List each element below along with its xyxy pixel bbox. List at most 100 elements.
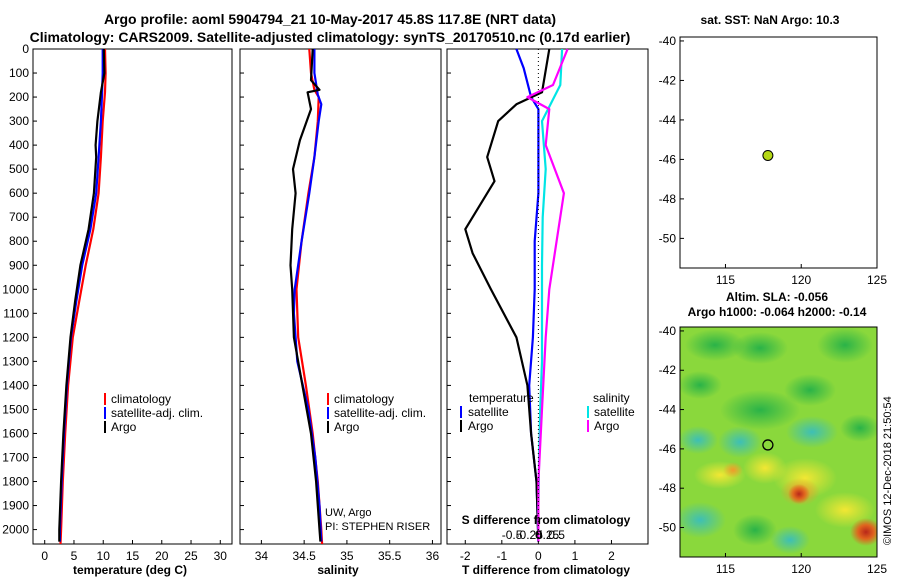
legend-label-t-satellite: satellite	[468, 405, 509, 419]
legend-label-climatology: climatology	[334, 392, 394, 406]
x-tick-label: 15	[126, 549, 140, 563]
difference-legend: temperature satellite Argo salinity sate…	[460, 391, 635, 433]
s-diff-tick-label: -0.25	[516, 528, 544, 542]
x-tick-label: 34	[255, 549, 269, 563]
x-tick-label: 25	[184, 549, 198, 563]
temperature-axis-label: temperature (deg C)	[73, 563, 187, 577]
map-y-tick-label: -42	[659, 363, 677, 377]
depth-tick-label: 1100	[3, 306, 29, 320]
depth-tick-label: 1400	[2, 378, 29, 392]
salinity-panel-frame	[239, 48, 442, 545]
map-y-tick-label: -46	[659, 442, 677, 456]
depth-tick-label: 1900	[2, 499, 29, 513]
s-diff-tick-label: 0.25	[536, 528, 560, 542]
x-tick-label: 34.5	[292, 549, 316, 563]
map-y-tick-label: -40	[659, 324, 677, 338]
legend-heading-temperature: temperature	[469, 391, 534, 405]
map-x-tick-label: 115	[716, 273, 735, 287]
series-line-salinity-satellite	[537, 48, 564, 542]
title-line-2: Climatology: CARS2009. Satellite-adjuste…	[29, 29, 631, 45]
legend-heading-salinity: salinity	[593, 391, 630, 405]
depth-tick-label: 600	[9, 186, 29, 200]
legend-label-argo: Argo	[111, 420, 137, 434]
sla-map-title-1: Altim. SLA: -0.056	[726, 290, 828, 304]
depth-tick-label: 400	[9, 138, 29, 152]
map-y-tick-label: -44	[659, 403, 677, 417]
depth-tick-label: 1600	[2, 426, 29, 440]
map-x-tick-label: 115	[716, 562, 735, 576]
pi-annotation: PI: STEPHEN RISER	[325, 521, 430, 533]
map-x-tick-label: 125	[867, 562, 887, 576]
sst-map-frame	[679, 36, 878, 269]
map-y-tick-label: -46	[659, 152, 677, 166]
map-y-tick-label: -44	[659, 113, 677, 127]
series-line-satellite-adj-clim-	[292, 49, 323, 542]
sst-map-title: sat. SST: NaN Argo: 10.3	[701, 13, 840, 27]
depth-tick-label: 700	[9, 210, 29, 224]
x-tick-label: 5	[71, 549, 78, 563]
depth-tick-label: 1500	[2, 402, 29, 416]
depth-tick-label: 1700	[2, 450, 29, 464]
data-source-annotation: UW, Argo	[325, 507, 371, 519]
s-diff-tick-label: -0.5	[502, 528, 523, 542]
series-line-salinity-argo	[526, 48, 569, 542]
legend-label-argo: Argo	[334, 420, 360, 434]
map-y-tick-label: -50	[659, 231, 677, 245]
legend-label-s-argo: Argo	[594, 419, 620, 433]
map-y-tick-label: -48	[659, 481, 677, 495]
sla-heatmap	[680, 327, 877, 557]
salinity-axis-label: salinity	[317, 563, 359, 577]
x-tick-label: 10	[97, 549, 111, 563]
x-tick-label: 35	[340, 549, 354, 563]
temperature-legend: climatology satellite-adj. clim. Argo	[104, 392, 203, 434]
difference-panel-frame	[446, 48, 649, 545]
map-y-tick-label: -40	[659, 34, 677, 48]
x-tick-label: 35.5	[378, 549, 402, 563]
title-line-1: Argo profile: aoml 5904794_21 10-May-201…	[103, 11, 557, 27]
map-y-tick-label: -48	[659, 192, 677, 206]
legend-label-climatology: climatology	[111, 392, 171, 406]
depth-tick-label: 0	[22, 42, 29, 56]
x-tick-label: 2	[608, 549, 615, 563]
legend-label-s-satellite: satellite	[594, 405, 635, 419]
depth-tick-label: 900	[9, 258, 29, 272]
depth-tick-label: 1800	[2, 475, 29, 489]
map-x-tick-label: 120	[791, 273, 811, 287]
depth-tick-label: 1200	[2, 330, 29, 344]
sla-map-frame	[679, 326, 878, 558]
map-y-tick-label: -50	[659, 521, 677, 535]
salinity-legend: climatology satellite-adj. clim. Argo UW…	[325, 392, 430, 533]
s-diff-tick-label: 0	[535, 528, 542, 542]
series-line-argo	[58, 48, 106, 542]
depth-tick-label: 1300	[2, 354, 29, 368]
depth-tick-label: 300	[9, 114, 29, 128]
depth-tick-label: 2000	[2, 523, 29, 537]
legend-label-satellite: satellite-adj. clim.	[111, 406, 203, 420]
sla-map-title-2: Argo h1000: -0.064 h2000: -0.14	[688, 305, 867, 319]
x-tick-label: 0	[535, 549, 542, 563]
series-line-temperature-argo	[464, 48, 551, 542]
depth-tick-label: 100	[9, 66, 29, 80]
argo-location-marker	[762, 149, 774, 161]
series-line-argo	[289, 48, 322, 542]
x-tick-label: 1	[572, 549, 579, 563]
depth-tick-label: 500	[9, 162, 29, 176]
map-y-tick-label: -42	[659, 73, 677, 87]
t-difference-axis-label: T difference from climatology	[462, 563, 630, 577]
x-tick-label: 20	[155, 549, 169, 563]
x-tick-label: -1	[496, 549, 507, 563]
imos-watermark: ©IMOS 12-Dec-2018 21:50:54	[882, 396, 894, 545]
argo-location-marker	[762, 439, 774, 451]
legend-label-t-argo: Argo	[468, 419, 494, 433]
x-tick-label: 36	[426, 549, 440, 563]
x-tick-label: 0	[41, 549, 48, 563]
s-difference-axis-label: S difference from climatology	[462, 513, 631, 527]
map-x-tick-label: 120	[791, 562, 811, 576]
depth-tick-label: 200	[9, 90, 29, 104]
map-x-tick-label: 125	[867, 273, 887, 287]
x-tick-label: 30	[214, 549, 228, 563]
depth-tick-label: 800	[9, 234, 29, 248]
series-line-climatology	[59, 48, 107, 545]
depth-tick-label: 1000	[2, 282, 29, 296]
